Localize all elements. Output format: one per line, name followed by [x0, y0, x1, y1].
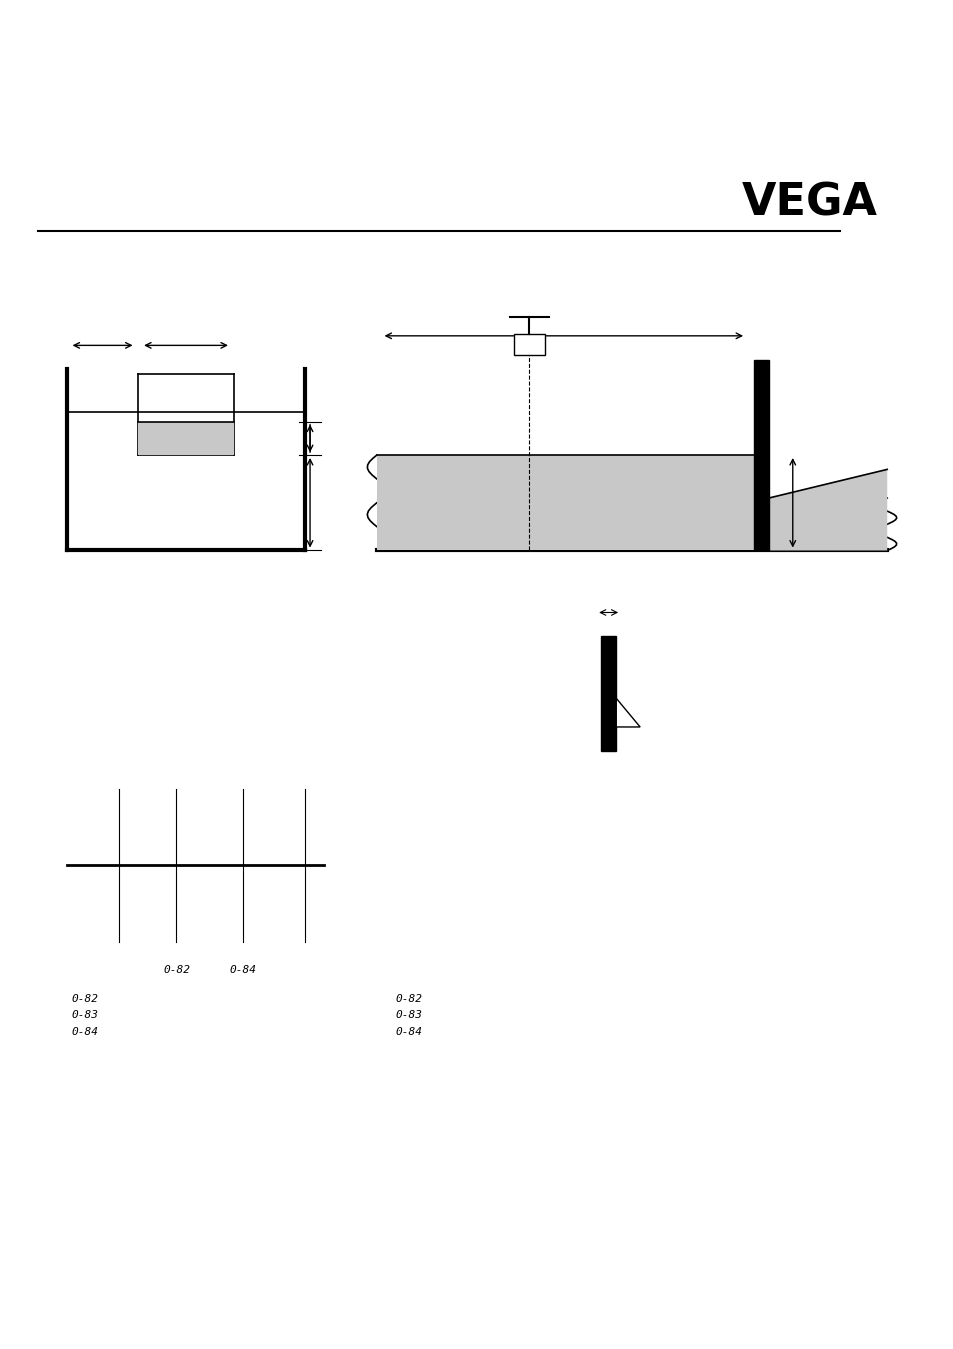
Polygon shape [768, 469, 886, 550]
Text: 0-82: 0-82 [395, 994, 422, 1004]
FancyBboxPatch shape [138, 422, 233, 455]
Text: 0-84: 0-84 [230, 966, 256, 975]
Text: 0-83: 0-83 [395, 1010, 422, 1020]
Polygon shape [376, 455, 753, 550]
Bar [600, 637, 616, 751]
Bar [753, 360, 768, 550]
Text: VEGA: VEGA [740, 181, 877, 224]
Text: 0-84: 0-84 [395, 1027, 422, 1036]
Text: 0-82: 0-82 [71, 994, 98, 1004]
Bar [514, 335, 544, 355]
Text: 0-84: 0-84 [71, 1027, 98, 1036]
Polygon shape [616, 699, 639, 727]
Text: 0-83: 0-83 [71, 1010, 98, 1020]
Text: 0-82: 0-82 [163, 966, 190, 975]
